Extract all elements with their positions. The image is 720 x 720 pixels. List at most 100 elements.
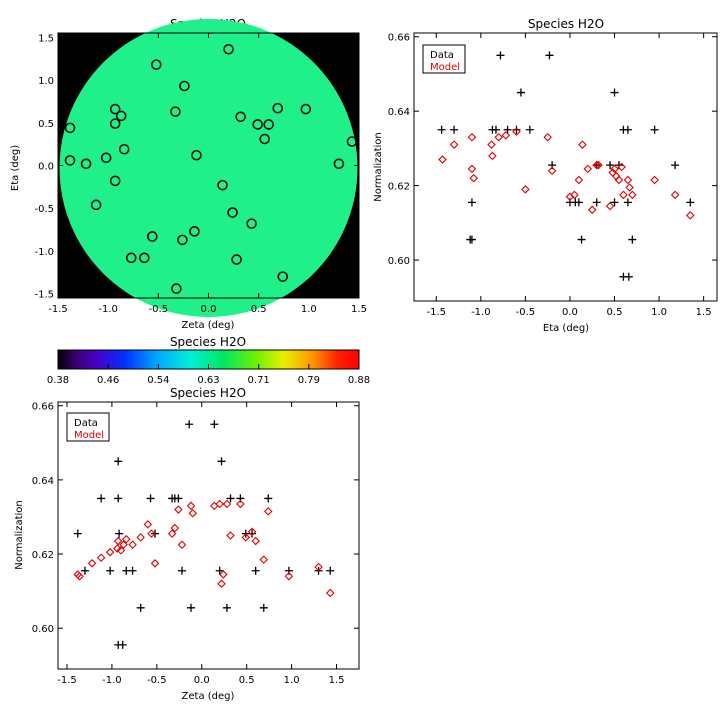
map-marker bbox=[252, 119, 263, 130]
data-plus-marker bbox=[248, 529, 257, 538]
model-diamond-marker bbox=[614, 175, 624, 185]
y-tick-label: 1.0 bbox=[38, 76, 54, 87]
data-plus-marker bbox=[226, 494, 235, 503]
map-field-disk bbox=[59, 19, 358, 317]
eta-frame bbox=[413, 32, 718, 302]
eta-x-ticks: -1.5 -1.0 -0.5 0.0 0.5 1.0 1.5 bbox=[427, 33, 712, 318]
model-diamond-marker bbox=[494, 132, 503, 142]
y-tick-label: 0.60 bbox=[32, 624, 54, 635]
map-marker bbox=[80, 158, 92, 170]
model-diamond-marker bbox=[259, 555, 269, 564]
data-plus-marker bbox=[97, 494, 106, 503]
map-marker bbox=[272, 102, 284, 114]
model-diamond-marker bbox=[619, 190, 628, 200]
map-marker bbox=[333, 158, 345, 170]
data-plus-marker bbox=[650, 125, 659, 134]
data-plus-marker bbox=[128, 566, 137, 575]
model-diamond-marker bbox=[314, 562, 323, 572]
model-diamond-marker bbox=[488, 151, 497, 161]
normalization-vs-eta-panel: Species H2O -1.5 -1.0 -0.5 0.0 0.5 1.0 1.5 0.6… bbox=[373, 17, 718, 334]
data-plus-marker bbox=[503, 125, 512, 134]
model-diamond-marker bbox=[670, 190, 680, 200]
data-plus-marker bbox=[577, 235, 586, 244]
model-diamond-marker bbox=[188, 508, 198, 518]
data-plus-marker bbox=[114, 494, 123, 503]
map-y-ticks: -1.5 -1.0 -0.5 0.0 0.5 1.0 1.5 bbox=[34, 33, 359, 301]
model-diamond-marker bbox=[547, 166, 557, 175]
model-diamond-marker bbox=[113, 544, 122, 553]
data-plus-marker bbox=[146, 494, 155, 503]
zeta-legend-model: Model bbox=[74, 430, 104, 441]
model-diamond-marker bbox=[449, 140, 459, 149]
map-marker bbox=[109, 118, 121, 129]
data-plus-marker bbox=[264, 494, 273, 503]
eta-y-label: Normalization bbox=[373, 132, 384, 202]
data-plus-marker bbox=[210, 420, 219, 429]
y-tick-label: 0.5 bbox=[38, 119, 54, 130]
model-diamond-marker bbox=[685, 211, 695, 220]
data-plus-marker bbox=[491, 125, 500, 134]
data-plus-marker bbox=[177, 566, 186, 575]
model-diamond-marker bbox=[96, 553, 106, 563]
model-diamond-marker bbox=[247, 527, 257, 537]
map-marker bbox=[179, 80, 190, 92]
data-plus-marker bbox=[450, 125, 459, 134]
y-tick-label: 1.5 bbox=[38, 33, 54, 44]
x-tick-label: 1.0 bbox=[284, 675, 300, 686]
model-diamond-marker bbox=[467, 164, 477, 174]
model-diamond-marker bbox=[226, 531, 235, 540]
data-plus-marker bbox=[185, 420, 194, 429]
x-tick-label: 1.5 bbox=[696, 307, 712, 318]
model-diamond-marker bbox=[170, 523, 180, 533]
map-marker bbox=[300, 103, 312, 115]
model-diamond-marker bbox=[583, 164, 593, 174]
model-diamond-marker bbox=[143, 520, 153, 529]
x-tick-label: -1.0 bbox=[102, 675, 122, 686]
data-plus-marker bbox=[516, 88, 525, 97]
data-plus-marker bbox=[512, 125, 521, 134]
y-tick-label: 0.62 bbox=[32, 550, 54, 561]
x-tick-label: -1.5 bbox=[57, 675, 77, 686]
model-diamond-marker bbox=[467, 132, 477, 142]
model-diamond-marker bbox=[119, 540, 128, 550]
data-plus-marker bbox=[610, 88, 619, 97]
x-tick-label: 0.0 bbox=[562, 307, 578, 318]
zeta-frame bbox=[57, 401, 360, 670]
data-plus-marker bbox=[496, 51, 505, 60]
x-tick-label: 1.5 bbox=[351, 304, 367, 315]
x-tick-label: 0.5 bbox=[251, 304, 267, 315]
colorbar-title: Species H2O bbox=[170, 335, 246, 349]
data-plus-marker bbox=[80, 566, 89, 575]
model-diamond-marker bbox=[147, 529, 156, 538]
model-diamond-marker bbox=[284, 572, 294, 581]
map-marker bbox=[217, 179, 228, 191]
eta-title: Species H2O bbox=[528, 17, 604, 31]
eta-zeta-map-panel: Species H2O -1.5-1.0-0.50.00.51.01.5 -1.… bbox=[10, 17, 367, 331]
map-markers bbox=[64, 43, 358, 294]
map-marker bbox=[170, 106, 181, 117]
colorbar-tick-label: 0.88 bbox=[348, 375, 370, 386]
model-diamond-marker bbox=[574, 175, 584, 185]
map-marker bbox=[64, 155, 76, 166]
map-marker bbox=[100, 152, 112, 164]
model-diamond-marker bbox=[325, 588, 335, 598]
model-diamond-marker bbox=[438, 155, 447, 164]
data-plus-marker bbox=[251, 566, 260, 575]
x-tick-label: -1.0 bbox=[471, 307, 491, 318]
data-plus-marker bbox=[545, 51, 554, 60]
colorbar-tick-label: 0.54 bbox=[147, 375, 169, 386]
map-marker bbox=[147, 231, 158, 242]
x-tick-label: -0.5 bbox=[149, 304, 169, 315]
map-marker bbox=[109, 175, 121, 187]
model-diamond-marker bbox=[215, 499, 225, 509]
map-marker bbox=[227, 207, 238, 218]
model-diamond-marker bbox=[610, 164, 619, 174]
map-x-label: Zeta (deg) bbox=[182, 320, 235, 331]
model-diamond-marker bbox=[222, 499, 232, 509]
data-plus-marker bbox=[606, 161, 615, 170]
map-x-ticks: -1.5 -1.0 -0.5 0.0 0.5 1.0 1.5 bbox=[48, 33, 367, 315]
data-plus-marker bbox=[525, 125, 534, 134]
data-plus-marker bbox=[118, 640, 127, 649]
y-tick-label: 0.60 bbox=[388, 256, 410, 267]
model-diamond-marker bbox=[625, 183, 634, 192]
